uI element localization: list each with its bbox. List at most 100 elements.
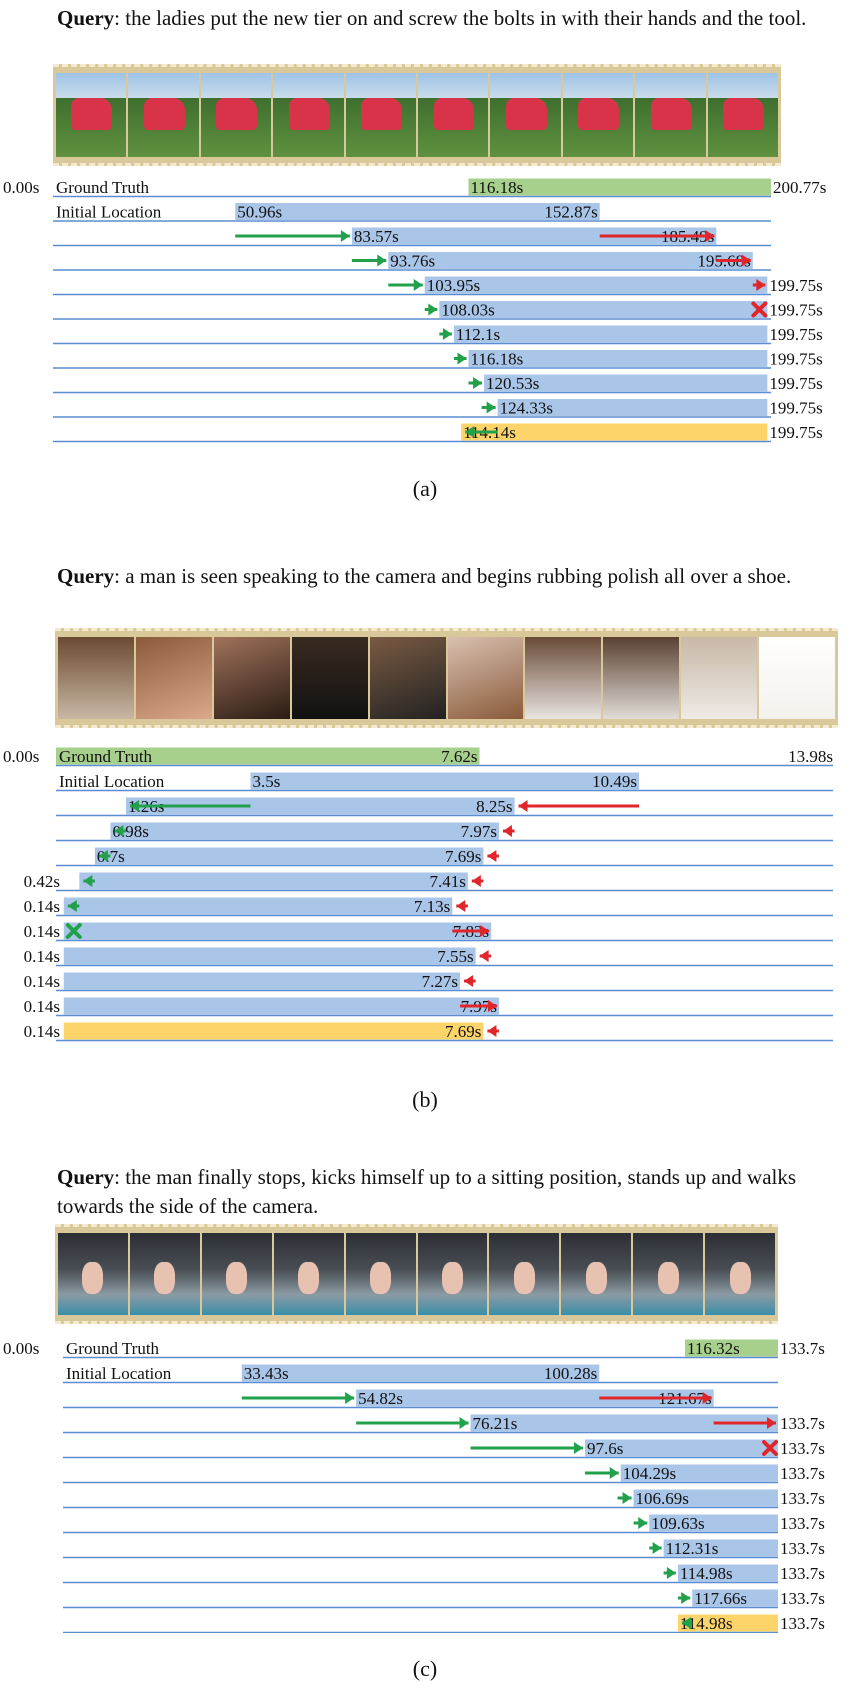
iteration-row: 93.76s 195.68s — [53, 252, 771, 271]
video-frame — [418, 73, 489, 157]
final-segment — [461, 423, 768, 441]
move-arrowhead — [340, 230, 350, 242]
ground-truth-label: Ground Truth — [56, 178, 150, 197]
final-segment — [63, 1022, 484, 1040]
segment-end-label: 199.75s — [769, 276, 822, 295]
segment-end-label: 199.75s — [769, 423, 822, 442]
move-arrowhead — [457, 352, 467, 365]
segment-end-label: 199.75s — [769, 350, 822, 369]
iteration-row: 108.03s 199.75s — [53, 301, 823, 320]
ground-truth-row: 0.00s Ground Truth 116.32s 133.7s — [3, 1339, 825, 1359]
segment-start-label: 117.66s — [694, 1589, 747, 1608]
predicted-segment — [468, 350, 768, 367]
segment-end-label: 133.7s — [780, 1614, 825, 1633]
move-arrowhead — [465, 426, 475, 438]
predicted-segment — [235, 203, 600, 220]
segment-end-label: 7.41s — [429, 872, 465, 891]
stop-cross-icon — [751, 301, 768, 318]
timeline-chart: 0.00s Ground Truth 7.62s 13.98s Initial Loca… — [3, 747, 833, 1042]
move-arrowhead — [756, 279, 766, 291]
move-arrowhead — [67, 900, 77, 912]
query-text: Query: a man is seen speaking to the cam… — [57, 564, 792, 588]
move-arrowhead — [480, 925, 490, 937]
segment-start-label: 116.18s — [470, 178, 523, 197]
segment-end-label: 7.27s — [422, 972, 458, 991]
final-result-row: 114.14s 199.75s — [53, 423, 823, 443]
iteration-row: 83.57s 185.49s — [53, 227, 771, 247]
predicted-segment — [484, 374, 768, 392]
segment-end-label: 133.7s — [780, 1589, 825, 1608]
video-frame — [759, 637, 836, 719]
move-arrowhead — [486, 401, 496, 414]
move-arrowhead — [98, 850, 108, 862]
move-arrowhead — [638, 1517, 648, 1529]
video-frame — [561, 1233, 632, 1315]
predicted-segment — [356, 1389, 714, 1407]
segment-start-label: 0.7s — [97, 847, 125, 866]
initial-location-label: Initial Location — [59, 772, 165, 791]
predicted-segment — [63, 997, 499, 1015]
segment-end-label: 133.7s — [780, 1489, 825, 1508]
segment-start-label: 103.95s — [427, 276, 480, 295]
move-arrowhead — [705, 230, 715, 242]
video-frame — [417, 1233, 488, 1315]
ground-truth-segment — [685, 1339, 778, 1357]
video-frame — [128, 73, 199, 157]
predicted-segment — [250, 772, 640, 790]
video-filmstrip — [53, 64, 781, 166]
segment-start-label: 76.21s — [473, 1414, 518, 1433]
initial-location-row: Initial Location 50.96s 152.87s — [53, 203, 771, 222]
move-arrowhead — [518, 800, 528, 812]
predicted-segment — [663, 1539, 778, 1557]
video-frame — [345, 1233, 416, 1315]
video-frame — [681, 637, 758, 719]
video-frame — [213, 637, 290, 719]
video-frame — [58, 637, 134, 719]
segment-end-label: 199.75s — [769, 301, 822, 320]
segment-start-label: 3.5s — [253, 772, 281, 791]
predicted-segment — [584, 1439, 778, 1457]
iteration-row: 0.14s 7.27s — [24, 972, 833, 992]
predicted-segment — [620, 1464, 778, 1482]
move-arrowhead — [681, 1592, 691, 1604]
query-text: Query: the man finally stops, kicks hims… — [57, 1165, 797, 1218]
segment-end-label: 133.7s — [780, 1439, 825, 1458]
segment-end-label: 152.87s — [544, 203, 597, 222]
panel-caption: (c) — [412, 1656, 438, 1681]
segment-end-label: 7.55s — [437, 947, 473, 966]
timeline-start-label: 0.00s — [3, 1339, 39, 1358]
move-arrowhead — [479, 950, 489, 962]
predicted-segment — [388, 252, 753, 269]
iteration-row: 0.42s 7.41s — [24, 872, 833, 892]
panel-caption: (b) — [412, 1087, 438, 1112]
predicted-segment — [63, 972, 461, 990]
iteration-row: 1.26s 8.25s — [56, 797, 833, 817]
segment-end-label: 133.7s — [780, 1414, 825, 1433]
video-frame — [200, 73, 272, 157]
iteration-row: 117.66s 133.7s — [63, 1589, 825, 1609]
move-arrowhead — [413, 279, 423, 291]
iteration-row: 103.95s 199.75s — [53, 276, 823, 296]
iteration-row: 97.6s 133.7s — [63, 1439, 825, 1459]
move-arrowhead — [652, 1542, 662, 1554]
stop-cross-icon — [762, 1440, 778, 1456]
move-arrowhead — [471, 875, 481, 887]
video-frame — [447, 637, 524, 719]
segment-start-label: 93.76s — [390, 252, 435, 271]
timeline-start-label: 0.00s — [3, 747, 39, 766]
segment-end-label: 133.7s — [780, 1464, 825, 1483]
iteration-row: 104.29s 133.7s — [63, 1464, 825, 1484]
initial-location-row: Initial Location 33.43s 100.28s — [63, 1364, 778, 1384]
move-arrowhead — [464, 975, 474, 987]
predicted-segment — [110, 822, 499, 840]
segment-start-label: 106.69s — [636, 1489, 689, 1508]
move-arrowhead — [487, 1025, 497, 1037]
segment-end-label: 100.28s — [544, 1364, 597, 1383]
move-arrowhead — [130, 800, 140, 812]
move-arrowhead — [83, 875, 93, 887]
video-filmstrip — [55, 1224, 778, 1324]
video-frame — [603, 637, 680, 719]
segment-start-label: 50.96s — [237, 203, 282, 222]
segment-start-label: 0.14s — [24, 1022, 60, 1041]
